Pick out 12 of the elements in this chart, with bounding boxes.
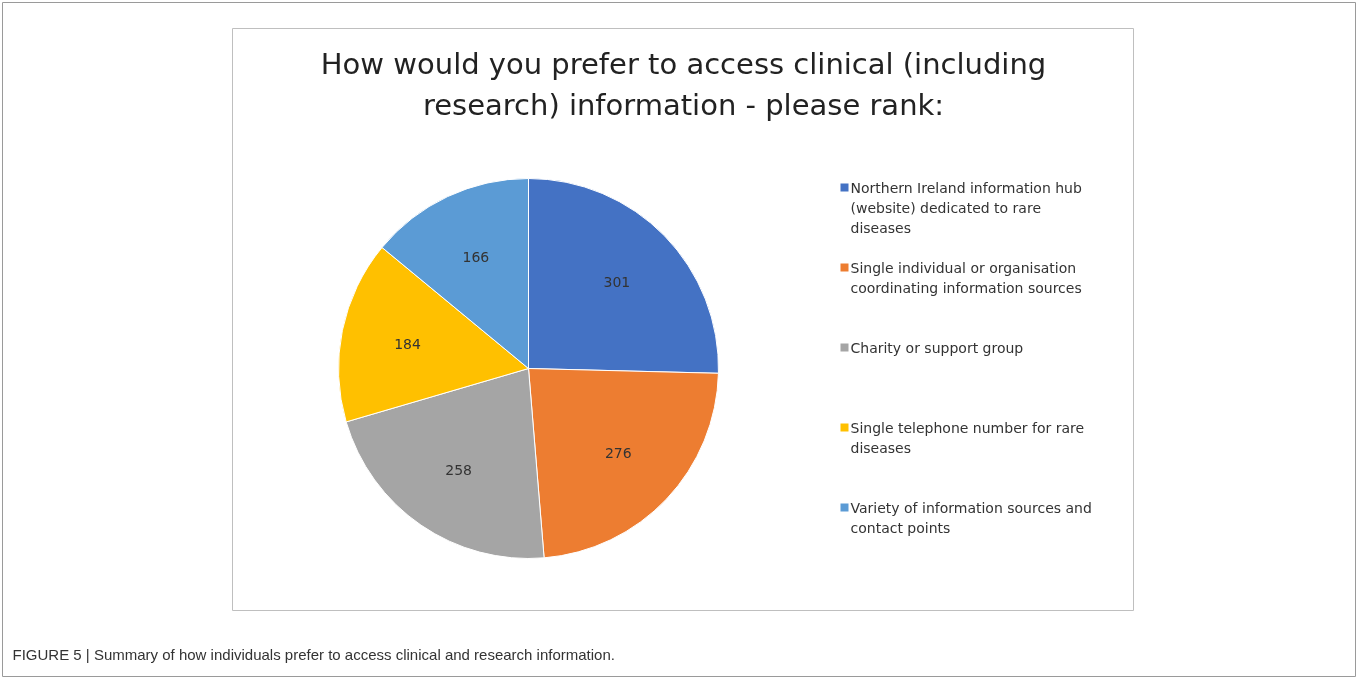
data-label: 166 [462,248,490,265]
data-label: 276 [604,445,632,462]
legend-label: Single individual or organisation coordinating information sources [850,259,1082,296]
legend-label: Variety of information sources and contact points [850,499,1092,536]
legend-label: Northern Ireland information hub (website) dedicated to rare diseases [850,179,1082,236]
data-label: 184 [394,335,421,352]
data-label: 258 [445,462,472,479]
caption: FIGURE 5 | Summary of how individuals prefer to access clinical and research information. [12,646,615,663]
chart-title: How would you prefer to access clinical (including research) information - please rank: [320,46,1047,122]
legend-label: Single telephone number for rare diseases [850,419,1085,456]
data-label: 301 [603,274,631,291]
legend-label: Charity or support group [850,339,1024,356]
